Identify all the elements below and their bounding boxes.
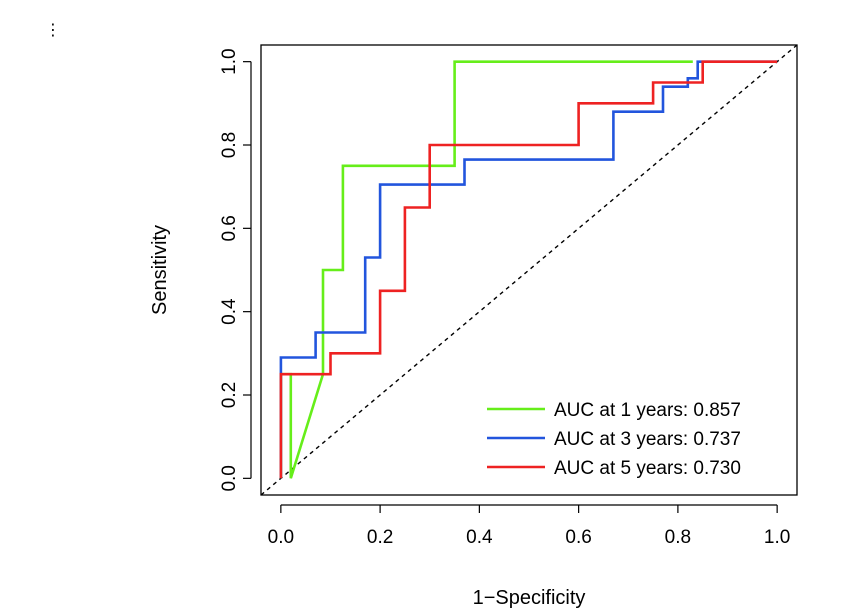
x-tick-label: 0.8 xyxy=(665,527,691,548)
plot-frame xyxy=(260,44,798,496)
legend-label-3: AUC at 5 years: 0.730 xyxy=(554,458,741,479)
x-tick-label: 0.4 xyxy=(466,527,493,548)
y-tick-label: 0.4 xyxy=(219,298,240,325)
x-tick-label: 0.2 xyxy=(367,527,393,548)
roc-series-3 xyxy=(279,60,778,479)
legend-label-1: AUC at 1 years: 0.857 xyxy=(554,400,741,421)
roc-series-2 xyxy=(279,60,778,479)
x-tick-label: 0.0 xyxy=(268,527,294,548)
x-tick-label: 1.0 xyxy=(764,527,790,548)
y-tick-label: 0.0 xyxy=(219,465,240,491)
y-tick-label: 1.0 xyxy=(219,48,240,74)
y-tick-label: 0.6 xyxy=(219,215,240,241)
y-axis-title: Sensitivity xyxy=(149,225,171,315)
legend-label-2: AUC at 3 years: 0.737 xyxy=(554,429,741,450)
x-axis-title: 1−Specificity xyxy=(473,587,586,609)
y-tick-label: 0.2 xyxy=(219,382,240,408)
x-tick-label: 0.6 xyxy=(565,527,591,548)
y-tick-label: 0.8 xyxy=(219,132,240,158)
